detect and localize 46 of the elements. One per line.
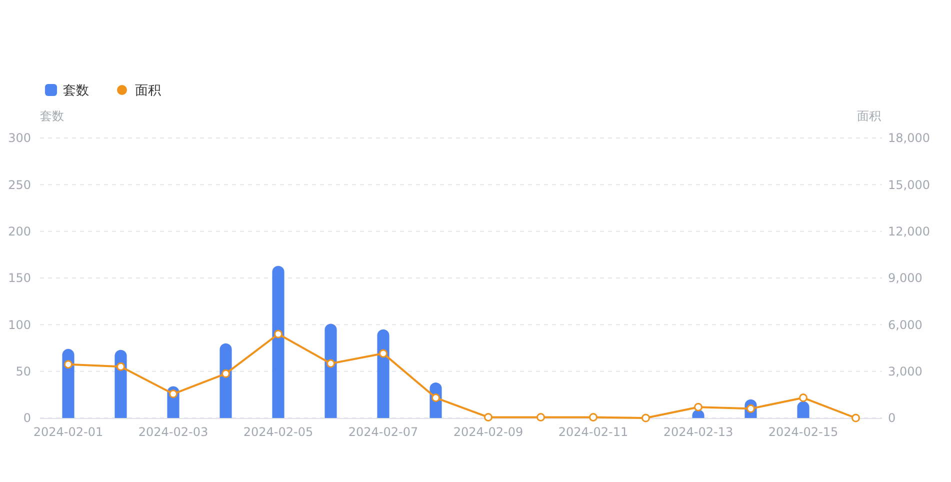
y-tick-label: 300 — [8, 131, 31, 146]
x-tick-label: 2024-02-15 — [768, 425, 838, 440]
x-tick-label: 2024-02-13 — [663, 425, 734, 440]
point — [589, 412, 598, 422]
y2-tick-label: 18,000 — [888, 131, 930, 146]
point — [274, 330, 282, 338]
legend-label: 面积 — [135, 84, 161, 99]
x-tick-label: 2024-02-09 — [453, 425, 524, 440]
point — [64, 360, 72, 369]
point — [536, 412, 545, 422]
point — [642, 414, 650, 422]
y2-tick-label: 9,000 — [888, 271, 922, 286]
y2-tick-label: 15,000 — [888, 178, 930, 192]
point — [326, 359, 335, 368]
y2-tick-label: 3,000 — [888, 364, 922, 379]
bar — [62, 348, 74, 418]
bar — [377, 329, 390, 418]
bar — [220, 343, 232, 418]
y2-tick-label: 12,000 — [888, 224, 930, 239]
y-tick-label: 0 — [23, 411, 31, 426]
x-tick-label: 2024-02-11 — [558, 425, 628, 440]
bar — [324, 324, 337, 418]
x-tick-label: 2024-02-01 — [33, 425, 104, 440]
x-tick-label: 2024-02-07 — [348, 425, 418, 440]
point — [799, 394, 808, 402]
y2-tick-label: 0 — [888, 411, 896, 426]
point — [484, 412, 492, 422]
bar — [272, 266, 284, 418]
point — [222, 369, 230, 378]
point — [379, 349, 388, 358]
y-tick-label: 200 — [8, 224, 31, 239]
x-tick-label: 2024-02-05 — [243, 425, 314, 440]
y2-tick-label: 6,000 — [888, 318, 922, 332]
legend-label: 套数 — [63, 84, 89, 99]
point — [852, 414, 860, 422]
y-tick-label: 150 — [8, 271, 31, 286]
y-tick-label: 250 — [8, 178, 31, 192]
y-tick-label: 100 — [8, 318, 31, 332]
x-tick-label: 2024-02-03 — [138, 425, 208, 440]
y-tick-label: 50 — [16, 364, 31, 379]
point — [169, 390, 178, 398]
y-axis-title: 套数 — [40, 109, 64, 124]
bar — [114, 350, 127, 418]
y2-axis-title: 面积 — [857, 109, 881, 124]
point — [116, 362, 125, 371]
point — [694, 402, 702, 412]
